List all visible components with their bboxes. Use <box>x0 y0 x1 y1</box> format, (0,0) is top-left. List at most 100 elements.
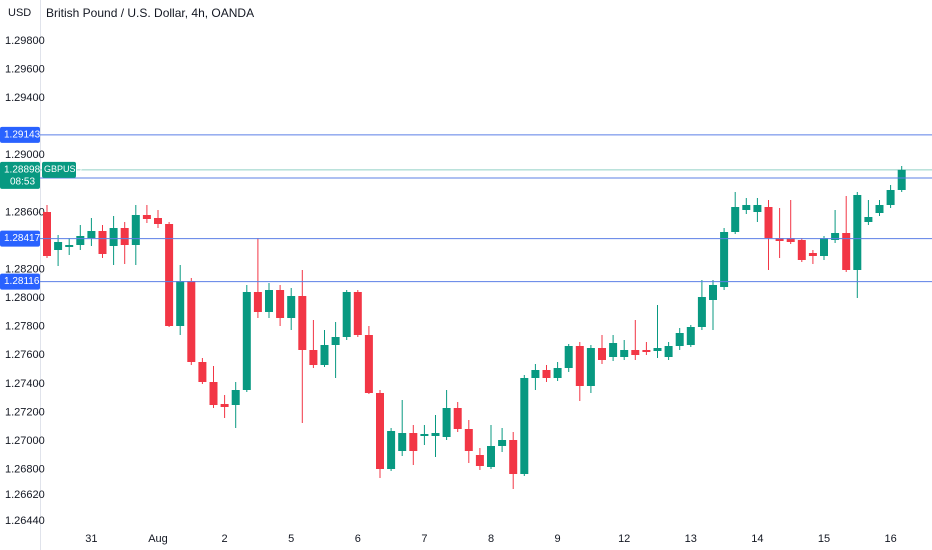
candle-body <box>475 455 484 466</box>
x-tick-label: 15 <box>818 533 830 545</box>
price-label-box <box>0 230 40 247</box>
x-tick-label: Aug <box>148 533 168 545</box>
y-tick-label: 1.27000 <box>5 435 45 447</box>
candle-body <box>342 292 351 337</box>
candle-body <box>686 327 695 345</box>
candle-body <box>165 224 174 326</box>
candle-body <box>542 370 551 378</box>
y-axis-label: USD <box>8 7 31 19</box>
candle-body <box>154 218 162 224</box>
candle-body <box>387 431 396 469</box>
candle-body <box>842 233 851 270</box>
candle-body <box>265 290 273 312</box>
candle-body <box>187 281 196 362</box>
candle-body <box>642 350 651 352</box>
candle-body <box>820 238 828 256</box>
candle-body <box>520 378 529 474</box>
candle-body <box>109 228 118 246</box>
last-price-box <box>0 161 40 189</box>
y-tick-label: 1.28000 <box>5 292 45 304</box>
candle-body <box>242 292 251 390</box>
y-tick-label: 1.28200 <box>5 263 45 275</box>
price-label-box <box>0 126 40 143</box>
candle-body <box>864 217 873 222</box>
x-tick-label: 31 <box>85 533 97 545</box>
candle-body <box>176 281 185 326</box>
candle-body <box>575 346 584 386</box>
candle-body <box>753 205 762 212</box>
candle-body <box>731 207 740 232</box>
candle-body <box>65 245 74 247</box>
candle-body <box>98 231 107 254</box>
candle-body <box>331 337 340 345</box>
price-label-box <box>0 273 40 290</box>
candle-body <box>209 382 218 405</box>
candle-body <box>564 346 573 368</box>
x-tick-label: 9 <box>555 533 561 545</box>
candle-body <box>442 408 451 437</box>
x-tick-label: 12 <box>618 533 630 545</box>
y-tick-label: 1.28600 <box>5 206 45 218</box>
y-tick-label: 1.27800 <box>5 321 45 333</box>
y-tick-label: 1.29600 <box>5 63 45 75</box>
price-label: 1.29143 <box>4 129 41 140</box>
candle-body <box>43 212 51 256</box>
candle-body <box>253 292 262 312</box>
y-tick-label: 1.26620 <box>5 489 45 501</box>
x-tick-label: 8 <box>488 533 494 545</box>
symbol-tag: GBPUSD <box>44 164 83 174</box>
x-tick-label: 13 <box>685 533 697 545</box>
y-tick-label: 1.26800 <box>5 463 45 475</box>
candle-body <box>653 348 662 351</box>
price-label: 1.28116 <box>4 276 40 287</box>
candle-body <box>786 238 795 242</box>
y-tick-label: 1.27200 <box>5 406 45 418</box>
candle-body <box>364 335 373 393</box>
x-tick-label: 14 <box>751 533 763 545</box>
price-label: 1.28417 <box>4 233 41 244</box>
candle-body <box>398 433 407 451</box>
candle-body <box>287 296 296 318</box>
chart-title: British Pound / U.S. Dollar, 4h, OANDA <box>46 6 254 20</box>
y-tick-label: 1.29000 <box>5 149 45 161</box>
candle-body <box>775 238 784 241</box>
candle-body <box>609 343 618 357</box>
candle-body <box>709 285 717 300</box>
y-tick-label: 1.29800 <box>5 35 45 47</box>
candle-body <box>664 346 673 357</box>
candle-body <box>453 408 462 429</box>
candle-body <box>531 370 540 378</box>
candle-body <box>886 190 895 205</box>
candle-body <box>231 390 240 405</box>
candle-body <box>76 236 85 245</box>
candle-body <box>742 205 751 210</box>
candle-body <box>376 393 384 469</box>
candle-body <box>831 233 840 240</box>
countdown-label: 08:53 <box>10 176 35 187</box>
candle-body <box>120 228 129 245</box>
x-tick-label: 6 <box>355 533 361 545</box>
symbol-tag-box <box>42 161 76 178</box>
candle-body <box>420 434 429 436</box>
candle-body <box>498 440 507 446</box>
candle-body <box>353 292 362 335</box>
x-tick-label: 7 <box>421 533 427 545</box>
candle-body <box>620 350 629 357</box>
candle-body <box>598 348 606 360</box>
candle-body <box>586 348 595 386</box>
candle-body <box>720 232 729 287</box>
candle-body <box>131 215 140 245</box>
candle-body <box>409 433 418 451</box>
candle-body <box>631 350 640 355</box>
candle-body <box>853 195 862 270</box>
y-tick-label: 1.27400 <box>5 378 45 390</box>
candle-body <box>897 169 906 190</box>
candle-body <box>198 362 207 382</box>
candle-body <box>808 253 817 256</box>
y-tick-label: 1.27600 <box>5 349 45 361</box>
candle-body <box>464 429 473 451</box>
x-tick-label: 5 <box>288 533 294 545</box>
last-price-label: 1.28898 <box>4 164 41 175</box>
candle-body <box>764 207 773 238</box>
